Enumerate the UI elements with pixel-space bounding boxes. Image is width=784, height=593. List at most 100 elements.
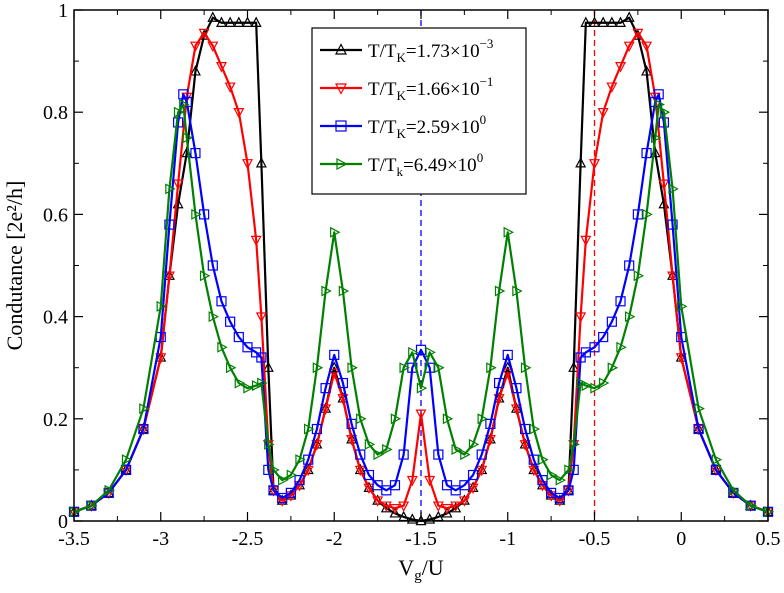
x-tick-label: -1.5	[405, 528, 437, 550]
data-point	[520, 362, 532, 374]
data-point	[189, 41, 201, 53]
data-point	[257, 377, 268, 389]
data-point	[163, 271, 175, 282]
legend-swatch-marker	[335, 120, 347, 132]
data-point	[575, 352, 586, 363]
data-point	[217, 341, 228, 353]
data-point	[380, 501, 392, 512]
data-point	[215, 62, 227, 73]
data-point	[477, 413, 488, 425]
data-point	[156, 300, 167, 312]
data-point	[555, 474, 567, 486]
data-point	[575, 312, 587, 323]
legend-swatch-marker	[335, 83, 347, 95]
data-point	[356, 413, 367, 425]
data-point	[441, 504, 453, 515]
data-point	[468, 438, 480, 450]
data-point	[441, 480, 453, 491]
data-point	[598, 331, 609, 343]
data-point	[242, 342, 253, 353]
data-point	[338, 285, 350, 297]
data-point	[182, 132, 194, 144]
legend-swatch-marker	[336, 158, 348, 170]
data-point	[312, 362, 324, 374]
data-point	[694, 403, 705, 415]
data-point	[320, 404, 332, 415]
data-point	[363, 469, 375, 481]
data-point	[641, 65, 653, 76]
data-point	[651, 132, 662, 144]
data-point	[546, 487, 557, 498]
data-point	[155, 353, 167, 364]
x-tick-label: -2.5	[232, 528, 264, 550]
data-point	[433, 449, 444, 460]
data-point	[529, 423, 541, 435]
data-point	[654, 99, 665, 111]
data-point	[606, 82, 618, 93]
y-tick-label: 0.4	[43, 307, 68, 329]
data-point	[398, 501, 410, 512]
data-point	[459, 480, 470, 491]
data-point	[250, 16, 262, 27]
data-point	[207, 41, 219, 53]
data-point	[458, 494, 470, 505]
data-point	[363, 483, 375, 495]
data-point	[406, 513, 418, 524]
series-line	[73, 93, 769, 513]
data-point	[511, 383, 522, 394]
data-point	[304, 423, 315, 435]
data-point	[347, 362, 358, 374]
data-point	[711, 454, 723, 466]
data-point	[710, 465, 722, 477]
x-axis-label-main: V	[398, 555, 414, 580]
data-point	[251, 347, 262, 358]
legend-label: T/TK=2.59×100	[368, 112, 486, 141]
data-point	[295, 454, 306, 466]
data-point	[633, 270, 645, 282]
data-point	[746, 500, 757, 512]
data-point	[598, 377, 610, 389]
data-point	[528, 463, 540, 475]
data-point	[173, 106, 185, 118]
legend-entry-0: T/TK=1.73×10−3	[320, 36, 493, 65]
data-point	[87, 500, 98, 512]
legend-label: T/TK=1.73×10−3	[368, 36, 493, 65]
data-point	[624, 260, 635, 271]
data-point	[546, 469, 558, 481]
data-point	[710, 463, 722, 475]
data-point	[476, 463, 488, 475]
data-point	[667, 219, 678, 230]
data-point	[658, 179, 670, 190]
data-point	[415, 409, 427, 420]
legend-box	[311, 27, 527, 195]
data-point	[554, 492, 565, 504]
x-tick-label: -3.5	[58, 528, 90, 550]
x-tick-label: -2	[326, 528, 343, 550]
data-point	[120, 465, 132, 477]
series-1	[68, 28, 774, 519]
data-point	[538, 454, 549, 466]
data-point	[233, 16, 245, 27]
data-point	[493, 394, 505, 405]
y-tick-label: 0.8	[43, 102, 68, 124]
data-point	[262, 361, 274, 372]
y-tick-label: 0.6	[43, 204, 68, 226]
data-point	[172, 179, 184, 190]
data-point	[251, 380, 263, 392]
data-point	[467, 483, 479, 495]
data-point	[416, 382, 428, 394]
data-point	[677, 300, 688, 312]
data-point	[564, 464, 575, 476]
data-point	[243, 382, 254, 394]
data-point	[484, 435, 496, 446]
data-point	[225, 362, 237, 374]
y-tick-label: 0	[58, 511, 68, 533]
data-point	[581, 380, 593, 392]
data-point	[476, 465, 488, 477]
data-point	[382, 443, 393, 455]
data-point	[408, 346, 419, 358]
data-point	[494, 285, 506, 297]
data-point	[250, 235, 262, 247]
data-point	[191, 208, 202, 220]
